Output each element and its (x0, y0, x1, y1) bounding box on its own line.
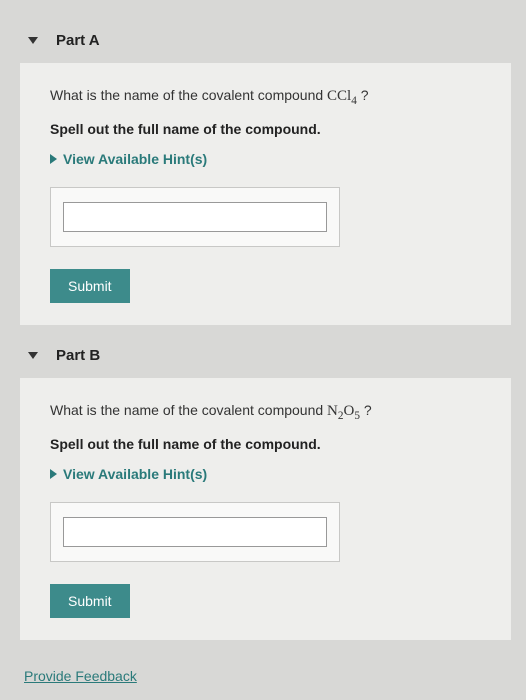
question-suffix: ? (357, 87, 369, 103)
submit-button[interactable]: Submit (50, 269, 130, 303)
answer-box (50, 502, 340, 562)
part-a-body: What is the name of the covalent compoun… (20, 63, 511, 325)
part-b-body: What is the name of the covalent compoun… (20, 378, 511, 640)
answer-box (50, 187, 340, 247)
compound-formula: CCl4 (327, 88, 357, 104)
caret-right-icon (50, 469, 57, 479)
view-hints-link[interactable]: View Available Hint(s) (50, 151, 207, 167)
part-b-header[interactable]: Part B (20, 335, 511, 378)
caret-down-icon (28, 37, 38, 44)
question-suffix: ? (360, 402, 372, 418)
answer-input[interactable] (63, 517, 327, 547)
question-text: What is the name of the covalent compoun… (50, 402, 481, 422)
question-text: What is the name of the covalent compoun… (50, 87, 481, 107)
submit-button[interactable]: Submit (50, 584, 130, 618)
hint-label: View Available Hint(s) (63, 466, 207, 482)
question-prefix: What is the name of the covalent compoun… (50, 87, 327, 103)
part-a-section: Part A What is the name of the covalent … (20, 20, 511, 325)
instruction-text: Spell out the full name of the compound. (50, 436, 481, 452)
part-b-title: Part B (56, 347, 100, 364)
part-a-header[interactable]: Part A (20, 20, 511, 63)
answer-input[interactable] (63, 202, 327, 232)
view-hints-link[interactable]: View Available Hint(s) (50, 466, 207, 482)
caret-right-icon (50, 154, 57, 164)
caret-down-icon (28, 352, 38, 359)
compound-formula: N2O5 (327, 403, 360, 419)
question-prefix: What is the name of the covalent compoun… (50, 402, 327, 418)
part-a-title: Part A (56, 32, 100, 49)
part-b-section: Part B What is the name of the covalent … (20, 335, 511, 640)
instruction-text: Spell out the full name of the compound. (50, 121, 481, 137)
hint-label: View Available Hint(s) (63, 151, 207, 167)
provide-feedback-link[interactable]: Provide Feedback (24, 668, 137, 684)
